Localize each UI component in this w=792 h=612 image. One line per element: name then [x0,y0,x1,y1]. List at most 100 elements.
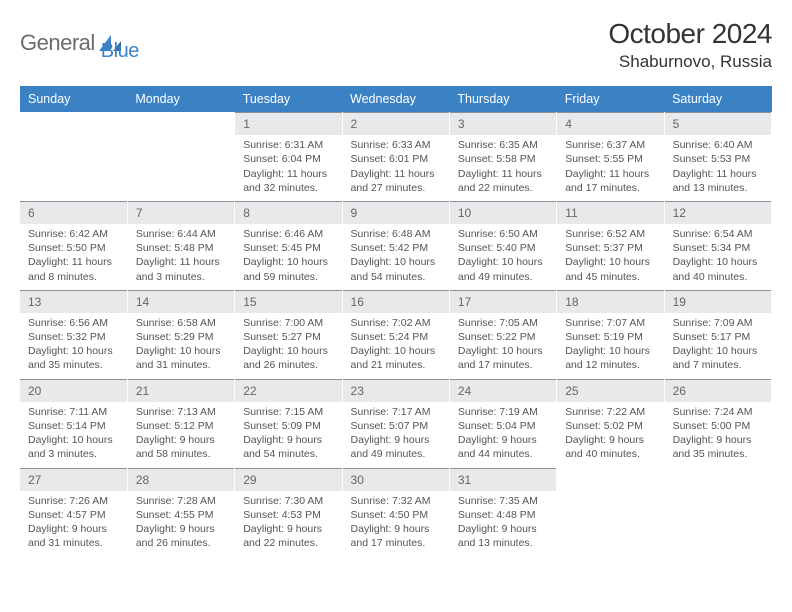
calendar-day-cell: 18Sunrise: 7:07 AMSunset: 5:19 PMDayligh… [557,290,664,379]
sunrise-text: Sunrise: 7:35 AM [458,494,548,508]
day-detail: Sunrise: 6:54 AMSunset: 5:34 PMDaylight:… [665,224,771,290]
daylight-text: Daylight: 10 hours and 35 minutes. [28,344,119,372]
sunrise-text: Sunrise: 6:37 AM [565,138,655,152]
calendar-week-row: 20Sunrise: 7:11 AMSunset: 5:14 PMDayligh… [20,379,772,468]
calendar-day-cell: 30Sunrise: 7:32 AMSunset: 4:50 PMDayligh… [342,468,449,557]
day-number: 12 [665,201,771,224]
day-detail: Sunrise: 7:11 AMSunset: 5:14 PMDaylight:… [20,402,127,468]
day-number: 13 [20,290,127,313]
sunrise-text: Sunrise: 7:02 AM [351,316,441,330]
sunrise-text: Sunrise: 6:58 AM [136,316,226,330]
sunset-text: Sunset: 6:01 PM [351,152,441,166]
daylight-text: Daylight: 9 hours and 40 minutes. [565,433,655,461]
day-detail: Sunrise: 7:05 AMSunset: 5:22 PMDaylight:… [450,313,556,379]
sunset-text: Sunset: 5:09 PM [243,419,333,433]
calendar-day-cell: 22 Sunrise: 7:15 AMSunset: 5:09 PMDayligh… [235,379,342,468]
daylight-text: Daylight: 9 hours and 54 minutes. [243,433,333,461]
day-number: 14 [128,290,234,313]
daylight-text: Daylight: 9 hours and 58 minutes. [136,433,226,461]
daylight-text: Daylight: 10 hours and 54 minutes. [351,255,441,283]
sunset-text: Sunset: 5:24 PM [351,330,441,344]
daylight-text: Daylight: 11 hours and 32 minutes. [243,167,333,195]
day-number: 31 [450,468,556,491]
calendar-day-cell: 7Sunrise: 6:44 AMSunset: 5:48 PMDaylight… [127,201,234,290]
calendar-week-row: 13Sunrise: 6:56 AMSunset: 5:32 PMDayligh… [20,290,772,379]
day-detail: Sunrise: 7:09 AMSunset: 5:17 PMDaylight:… [665,313,771,379]
day-number: 5 [665,112,771,135]
day-number: 4 [557,112,663,135]
sunrise-text: Sunrise: 7:19 AM [458,405,548,419]
sunset-text: Sunset: 5:02 PM [565,419,655,433]
calendar-table: SundayMondayTuesdayWednesdayThursdayFrid… [20,86,772,556]
calendar-day-cell: 21Sunrise: 7:13 AMSunset: 5:12 PMDayligh… [127,379,234,468]
day-detail: Sunrise: 7:19 AMSunset: 5:04 PMDaylight:… [450,402,556,468]
day-number: 20 [20,379,127,402]
sunset-text: Sunset: 5:07 PM [351,419,441,433]
day-number: 7 [128,201,234,224]
day-number: 22 [235,379,341,402]
sunrise-text: Sunrise: 6:44 AM [136,227,226,241]
day-detail: Sunrise: 7:32 AMSunset: 4:50 PMDaylight:… [343,491,449,557]
calendar-day-cell: 10Sunrise: 6:50 AMSunset: 5:40 PMDayligh… [449,201,556,290]
calendar-day-cell [127,112,234,201]
calendar-day-cell: 13Sunrise: 6:56 AMSunset: 5:32 PMDayligh… [20,290,127,379]
calendar-day-cell: 2Sunrise: 6:33 AMSunset: 6:01 PMDaylight… [342,112,449,201]
sunset-text: Sunset: 5:53 PM [673,152,763,166]
sunset-text: Sunset: 5:32 PM [28,330,119,344]
calendar-day-cell: 20Sunrise: 7:11 AMSunset: 5:14 PMDayligh… [20,379,127,468]
calendar-day-cell: 3Sunrise: 6:35 AMSunset: 5:58 PMDaylight… [449,112,556,201]
daylight-text: Daylight: 10 hours and 45 minutes. [565,255,655,283]
day-detail: Sunrise: 7:26 AMSunset: 4:57 PMDaylight:… [20,491,127,557]
sunrise-text: Sunrise: 6:52 AM [565,227,655,241]
sunset-text: Sunset: 5:00 PM [673,419,763,433]
calendar-day-cell: 4Sunrise: 6:37 AMSunset: 5:55 PMDaylight… [557,112,664,201]
day-number: 19 [665,290,771,313]
day-detail: Sunrise: 6:31 AMSunset: 6:04 PMDaylight:… [235,135,341,201]
calendar-day-cell: 17Sunrise: 7:05 AMSunset: 5:22 PMDayligh… [449,290,556,379]
sunset-text: Sunset: 5:42 PM [351,241,441,255]
day-number: 28 [128,468,234,491]
sunset-text: Sunset: 5:19 PM [565,330,655,344]
sunset-text: Sunset: 5:40 PM [458,241,548,255]
day-detail: Sunrise: 6:48 AMSunset: 5:42 PMDaylight:… [343,224,449,290]
sunrise-text: Sunrise: 7:09 AM [673,316,763,330]
day-number: 15 [235,290,341,313]
daylight-text: Daylight: 10 hours and 40 minutes. [673,255,763,283]
sunset-text: Sunset: 5:48 PM [136,241,226,255]
day-detail: Sunrise: 6:33 AMSunset: 6:01 PMDaylight:… [343,135,449,201]
calendar-week-row: 6Sunrise: 6:42 AMSunset: 5:50 PMDaylight… [20,201,772,290]
calendar-day-cell [664,468,771,557]
calendar-week-row: 1Sunrise: 6:31 AMSunset: 6:04 PMDaylight… [20,112,772,201]
logo-text-general: General [20,30,95,56]
weekday-header-row: SundayMondayTuesdayWednesdayThursdayFrid… [20,86,772,112]
day-number: 23 [343,379,449,402]
sunrise-text: Sunrise: 6:35 AM [458,138,548,152]
calendar-day-cell: 27Sunrise: 7:26 AMSunset: 4:57 PMDayligh… [20,468,127,557]
calendar-day-cell: 15Sunrise: 7:00 AMSunset: 5:27 PMDayligh… [235,290,342,379]
daylight-text: Daylight: 9 hours and 31 minutes. [28,522,119,550]
title-block: October 2024 Shaburnovo, Russia [608,18,772,72]
day-detail: Sunrise: 6:37 AMSunset: 5:55 PMDaylight:… [557,135,663,201]
weekday-header: Wednesday [342,86,449,112]
day-detail: Sunrise: 7:13 AMSunset: 5:12 PMDaylight:… [128,402,234,468]
day-detail: Sunrise: 6:46 AMSunset: 5:45 PMDaylight:… [235,224,341,290]
sunrise-text: Sunrise: 6:46 AM [243,227,333,241]
day-detail: Sunrise: 7:24 AMSunset: 5:00 PMDaylight:… [665,402,771,468]
day-detail: Sunrise: 6:40 AMSunset: 5:53 PMDaylight:… [665,135,771,201]
sunrise-text: Sunrise: 6:54 AM [673,227,763,241]
sunrise-text: Sunrise: 6:50 AM [458,227,548,241]
daylight-text: Daylight: 10 hours and 21 minutes. [351,344,441,372]
weekday-header: Thursday [449,86,556,112]
calendar-day-cell: 5Sunrise: 6:40 AMSunset: 5:53 PMDaylight… [664,112,771,201]
sunrise-text: Sunrise: 6:31 AM [243,138,333,152]
weekday-header: Tuesday [235,86,342,112]
sunset-text: Sunset: 5:12 PM [136,419,226,433]
sunrise-text: Sunrise: 7:15 AM [243,405,333,419]
sunrise-text: Sunrise: 7:11 AM [28,405,119,419]
logo-text-blue: Blue [101,40,139,63]
sunrise-text: Sunrise: 7:24 AM [673,405,763,419]
calendar-day-cell: 12Sunrise: 6:54 AMSunset: 5:34 PMDayligh… [664,201,771,290]
day-detail: Sunrise: 6:35 AMSunset: 5:58 PMDaylight:… [450,135,556,201]
day-detail: Sunrise: 7:17 AMSunset: 5:07 PMDaylight:… [343,402,449,468]
calendar-day-cell: 26Sunrise: 7:24 AMSunset: 5:00 PMDayligh… [664,379,771,468]
